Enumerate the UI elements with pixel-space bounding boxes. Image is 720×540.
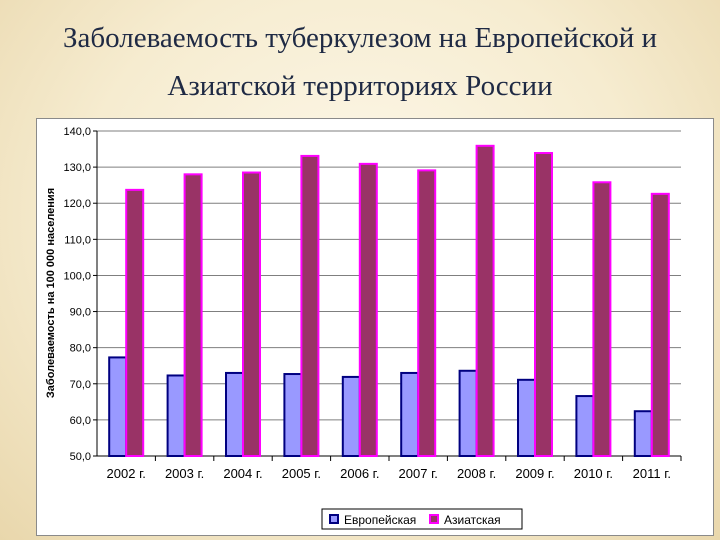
bar-asian — [475, 144, 495, 458]
x-tick-label: 2006 г. — [340, 466, 379, 481]
x-tick-label: 2007 г. — [399, 466, 438, 481]
y-tick-label: 70,0 — [70, 379, 91, 391]
y-tick-label: 90,0 — [70, 307, 91, 319]
bar-european — [633, 410, 653, 458]
bar-european — [458, 369, 478, 457]
slide-title-line-1: Заболеваемость туберкулезом на Европейск… — [62, 22, 658, 54]
legend-label: Европейская — [344, 513, 416, 527]
bar-european — [575, 395, 595, 457]
bar-asian — [242, 171, 261, 458]
bar-asian — [300, 154, 320, 458]
bar-european — [400, 371, 420, 457]
y-axis-title: Заболеваемость на 100 000 населения — [45, 188, 57, 398]
y-tick-label: 130,0 — [63, 162, 91, 174]
bar-asian — [592, 181, 612, 458]
x-tick-label: 2008 г. — [457, 466, 496, 481]
y-tick-label: 60,0 — [70, 415, 91, 427]
bar-asian — [417, 169, 437, 457]
x-tick-label: 2002 г. — [107, 466, 146, 481]
legend: Европейская Азиатская — [321, 508, 523, 530]
y-tick-label: 50,0 — [70, 451, 91, 463]
y-tick-label: 140,0 — [63, 126, 91, 138]
y-tick-label: 100,0 — [63, 270, 91, 282]
bar-asian — [650, 192, 670, 457]
y-tick-label: 110,0 — [64, 234, 91, 246]
x-tick-label: 2003 г. — [165, 466, 204, 481]
bar-asian — [534, 152, 553, 458]
x-tick-label: 2011 г. — [633, 466, 671, 481]
x-tick-label: 2009 г. — [515, 466, 554, 481]
axis-labels: 140,0 130,0 120,0 110,0 100,0 90,0 80,0 70,0 60,… — [63, 126, 671, 481]
bar-asian — [183, 173, 203, 457]
bar-european — [225, 371, 244, 457]
legend-swatch — [429, 514, 439, 524]
bar-asian — [125, 188, 145, 457]
y-tick-label: 120,0 — [63, 198, 91, 210]
bar-european — [341, 375, 361, 457]
x-tick-label: 2004 г. — [223, 466, 262, 481]
bar-european — [108, 356, 128, 458]
x-tick-label: 2005 г. — [282, 466, 321, 481]
slide-title-line-2: Азиатской территориях России — [167, 70, 553, 102]
y-tick-label: 80,0 — [70, 343, 91, 355]
bar-european — [283, 373, 303, 457]
bars — [108, 144, 670, 458]
legend-swatch — [329, 514, 339, 524]
bar-chart: 140,0 130,0 120,0 110,0 100,0 90,0 80,0 70,0 60,… — [45, 126, 682, 530]
legend-box — [321, 508, 523, 530]
legend-label: Азиатская — [444, 513, 501, 527]
bar-european — [517, 378, 536, 457]
chart-frame: 140,0 130,0 120,0 110,0 100,0 90,0 80,0 70,0 60,… — [36, 118, 714, 536]
slide-title: Заболеваемость туберкулезом на Европейск… — [0, 14, 720, 110]
x-tick-label: 2010 г. — [574, 466, 613, 481]
bar-european — [166, 374, 186, 458]
bar-asian — [358, 162, 378, 457]
